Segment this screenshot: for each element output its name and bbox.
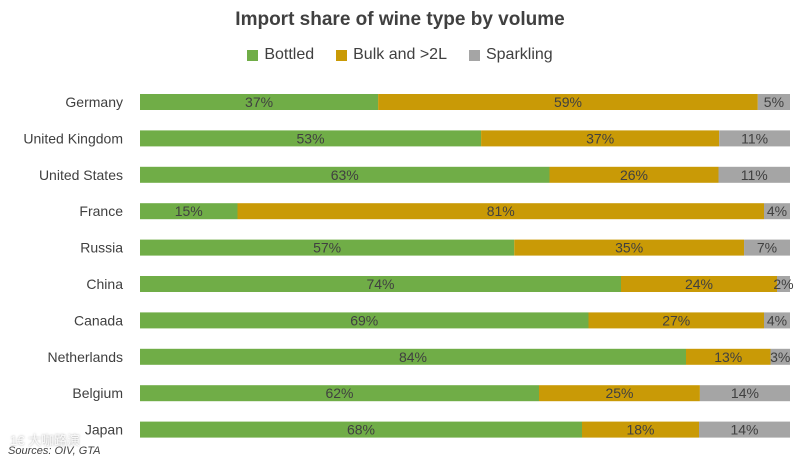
bar-belgium-bottled <box>140 385 540 402</box>
bar-netherlands-sparkling <box>770 348 790 365</box>
bar-netherlands-bulk-and-2l <box>686 348 771 365</box>
data-label-germany-bottled: 37% <box>245 94 273 110</box>
bar-united-kingdom-bottled <box>140 130 482 147</box>
legend-item-bulk: Bulk and >2L <box>336 46 447 64</box>
bar-germany-bulk-and-2l <box>378 94 758 110</box>
bar-united-states-bottled <box>140 166 550 183</box>
bar-france-sparkling <box>764 203 790 220</box>
bar-france-bulk-and-2l <box>237 203 764 220</box>
source-note: Sources: OIV, GTA <box>8 445 101 457</box>
legend-swatch-bottled <box>247 49 259 61</box>
data-label-russia-bulk-and-2l: 35% <box>615 240 643 256</box>
category-label-belgium: Belgium <box>72 385 123 401</box>
data-label-japan-bottled: 68% <box>347 422 375 438</box>
legend-label-sparkling: Sparkling <box>485 46 553 63</box>
data-label-netherlands-sparkling: 3% <box>770 349 790 365</box>
category-label-russia: Russia <box>80 240 123 256</box>
bar-china-sparkling <box>777 276 790 292</box>
data-label-china-bulk-and-2l: 24% <box>685 276 713 292</box>
bar-japan-sparkling <box>699 421 790 438</box>
bar-germany-sparkling <box>757 94 790 110</box>
data-label-united-kingdom-bottled: 53% <box>297 130 325 146</box>
data-label-france-bottled: 15% <box>175 203 203 219</box>
bar-canada-bulk-and-2l <box>588 312 764 329</box>
bar-germany-bottled <box>140 94 379 110</box>
category-label-netherlands: Netherlands <box>48 349 124 365</box>
category-label-france: France <box>79 203 123 219</box>
data-label-china-sparkling: 2% <box>773 276 793 292</box>
data-label-united-states-sparkling: 11% <box>741 167 768 183</box>
bar-france-bottled <box>140 203 238 220</box>
bar-china-bottled <box>140 276 621 292</box>
bar-united-states-bulk-and-2l <box>549 166 719 183</box>
data-label-canada-bulk-and-2l: 27% <box>662 312 690 328</box>
legend-label-bulk: Bulk and >2L <box>353 46 447 63</box>
legend-swatch-bulk <box>336 49 348 61</box>
bar-belgium-bulk-and-2l <box>539 385 700 402</box>
data-label-france-bulk-and-2l: 81% <box>487 203 515 219</box>
category-label-united-kingdom: United Kingdom <box>23 130 123 146</box>
chart-title: Import share of wine type by volume <box>235 9 565 30</box>
bar-russia-bottled <box>140 239 515 256</box>
category-label-united-states: United States <box>39 167 123 183</box>
bar-canada-sparkling <box>764 312 790 329</box>
data-label-germany-sparkling: 5% <box>764 94 784 110</box>
data-label-germany-bulk-and-2l: 59% <box>554 94 582 110</box>
data-label-russia-bottled: 57% <box>313 240 341 256</box>
watermark: 1€ 大咖路演 <box>10 433 81 448</box>
bar-russia-bulk-and-2l <box>514 239 745 256</box>
legend-item-bottled: Bottled <box>247 46 314 64</box>
legend-item-sparkling: Sparkling <box>468 46 553 64</box>
legend-label-bottled: Bottled <box>264 46 315 63</box>
legend-swatch-sparkling <box>468 49 480 61</box>
data-label-japan-bulk-and-2l: 18% <box>626 422 654 438</box>
bar-japan-bottled <box>140 421 582 438</box>
category-label-japan: Japan <box>85 422 123 438</box>
data-label-belgium-bulk-and-2l: 25% <box>605 385 633 401</box>
data-label-canada-bottled: 69% <box>350 312 378 328</box>
data-label-netherlands-bottled: 84% <box>399 349 427 365</box>
bar-united-kingdom-sparkling <box>719 130 790 147</box>
category-label-china: China <box>86 276 123 292</box>
data-label-france-sparkling: 4% <box>767 203 787 219</box>
data-label-japan-sparkling: 14% <box>730 422 758 438</box>
data-label-united-kingdom-bulk-and-2l: 37% <box>586 130 614 146</box>
bar-japan-bulk-and-2l <box>582 421 699 438</box>
data-label-belgium-bottled: 62% <box>325 385 353 401</box>
bar-united-kingdom-bulk-and-2l <box>481 130 720 147</box>
data-label-china-bottled: 74% <box>366 276 394 292</box>
data-label-united-states-bulk-and-2l: 26% <box>620 167 648 183</box>
bar-canada-bottled <box>140 312 589 329</box>
category-label-germany: Germany <box>65 94 123 110</box>
bar-china-bulk-and-2l <box>621 276 777 292</box>
bar-netherlands-bottled <box>140 348 686 365</box>
data-label-netherlands-bulk-and-2l: 13% <box>714 349 742 365</box>
data-label-canada-sparkling: 4% <box>767 312 787 328</box>
data-label-united-kingdom-sparkling: 11% <box>741 130 768 146</box>
bar-belgium-sparkling <box>699 385 790 402</box>
bar-russia-sparkling <box>744 239 790 256</box>
data-label-belgium-sparkling: 14% <box>731 385 759 401</box>
data-label-united-states-bottled: 63% <box>331 167 359 183</box>
legend: Bottled Bulk and >2L Sparkling <box>0 46 800 64</box>
data-label-russia-sparkling: 7% <box>757 240 777 256</box>
category-label-canada: Canada <box>74 312 123 328</box>
bar-united-states-sparkling <box>718 166 790 183</box>
